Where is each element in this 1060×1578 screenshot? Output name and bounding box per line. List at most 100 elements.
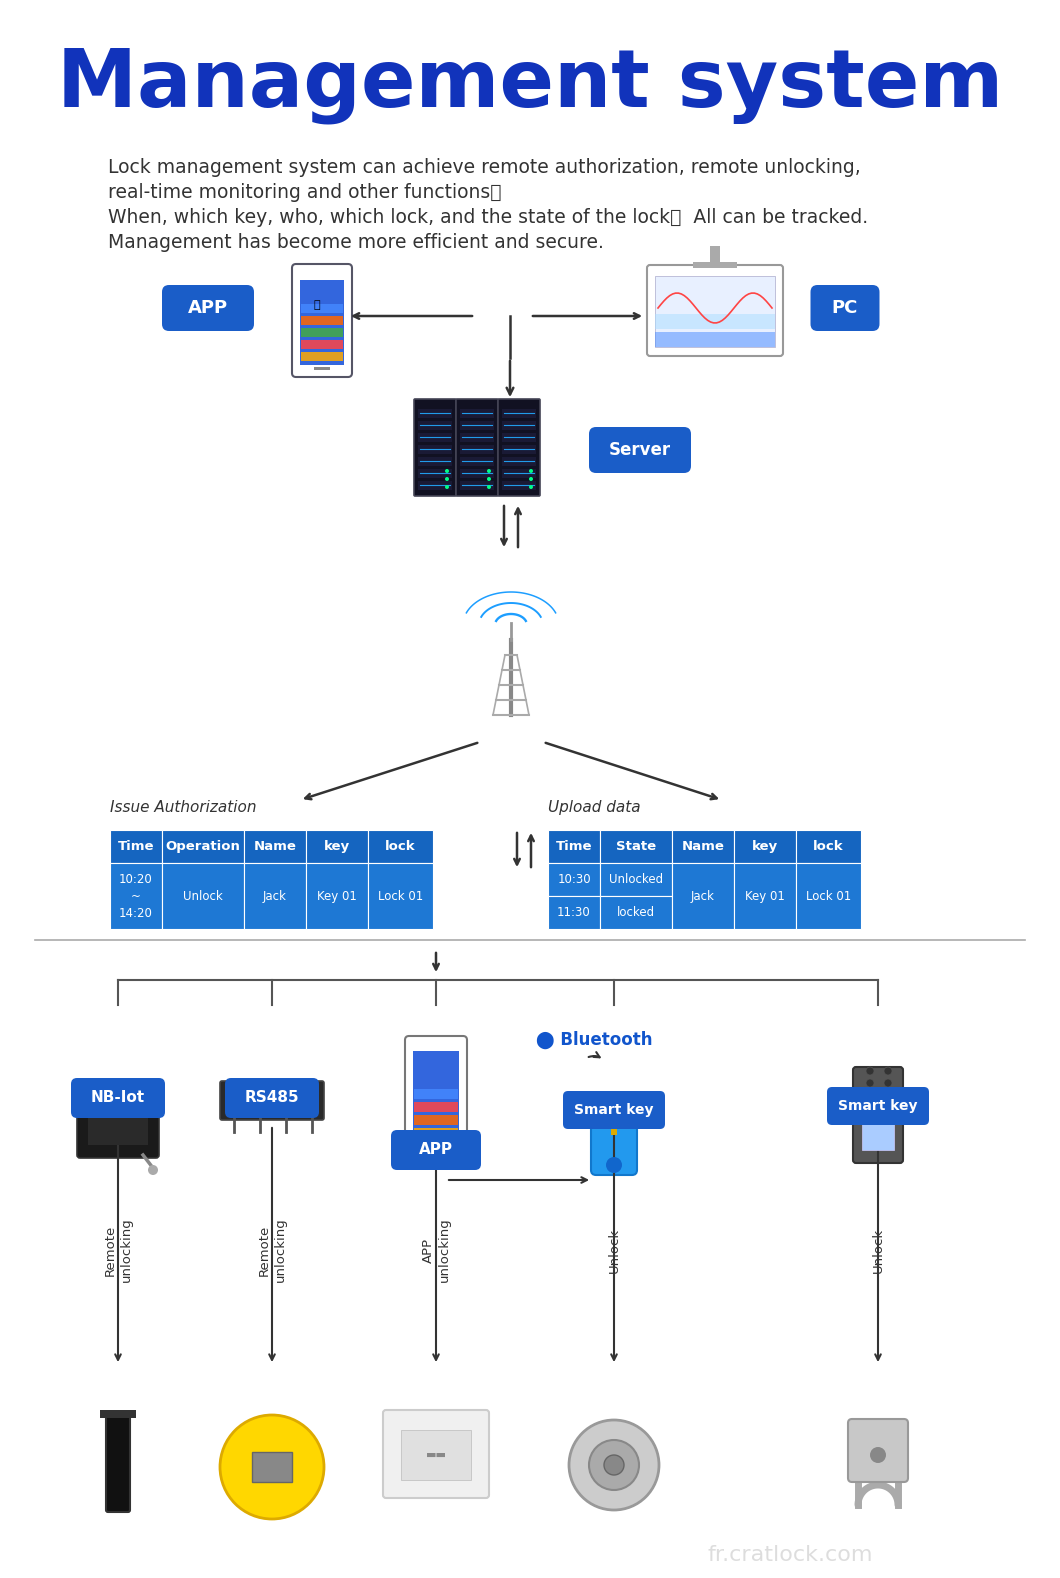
Circle shape bbox=[604, 1455, 624, 1475]
Bar bbox=[611, 1120, 617, 1135]
Text: Operation: Operation bbox=[165, 839, 241, 854]
Text: Lock 01: Lock 01 bbox=[377, 890, 423, 903]
Bar bbox=[655, 276, 775, 347]
Bar bbox=[502, 458, 536, 466]
FancyBboxPatch shape bbox=[405, 1037, 467, 1154]
Text: Unlock: Unlock bbox=[607, 1228, 620, 1272]
Bar bbox=[502, 432, 536, 442]
Text: RS485: RS485 bbox=[245, 1090, 299, 1106]
Circle shape bbox=[569, 1420, 659, 1510]
Circle shape bbox=[589, 1441, 639, 1490]
Bar bbox=[252, 1452, 292, 1482]
Text: NB-Iot: NB-Iot bbox=[91, 1090, 145, 1106]
Circle shape bbox=[445, 469, 449, 473]
Text: When, which key, who, which lock, and the state of the lock，  All can be tracked: When, which key, who, which lock, and th… bbox=[108, 208, 868, 227]
Text: Key 01: Key 01 bbox=[317, 890, 357, 903]
Text: key: key bbox=[752, 839, 778, 854]
Bar bbox=[88, 1090, 148, 1146]
Bar bbox=[110, 830, 162, 863]
Text: Time: Time bbox=[555, 839, 593, 854]
FancyBboxPatch shape bbox=[589, 428, 691, 473]
Bar bbox=[418, 458, 452, 466]
Bar bbox=[301, 305, 343, 312]
Text: State: State bbox=[616, 839, 656, 854]
Bar bbox=[460, 409, 494, 418]
FancyBboxPatch shape bbox=[811, 286, 880, 331]
FancyBboxPatch shape bbox=[563, 1090, 665, 1128]
Bar bbox=[418, 432, 452, 442]
Bar bbox=[502, 481, 536, 491]
Bar bbox=[162, 863, 244, 929]
FancyBboxPatch shape bbox=[106, 1412, 130, 1512]
Bar bbox=[502, 445, 536, 454]
FancyBboxPatch shape bbox=[853, 1067, 903, 1163]
Circle shape bbox=[870, 1447, 886, 1463]
Bar bbox=[502, 409, 536, 418]
FancyBboxPatch shape bbox=[456, 399, 498, 495]
Bar bbox=[460, 469, 494, 478]
Text: Lock 01: Lock 01 bbox=[806, 890, 851, 903]
Circle shape bbox=[866, 1079, 874, 1087]
Text: Name: Name bbox=[682, 839, 724, 854]
Text: ⬤ Bluetooth: ⬤ Bluetooth bbox=[536, 1030, 653, 1049]
Bar bbox=[796, 863, 861, 929]
Bar bbox=[413, 1051, 459, 1142]
Text: Remote
unlocking: Remote unlocking bbox=[258, 1218, 286, 1283]
Circle shape bbox=[487, 477, 491, 481]
Bar bbox=[300, 279, 344, 365]
Bar bbox=[244, 830, 306, 863]
Bar bbox=[460, 432, 494, 442]
Text: Name: Name bbox=[253, 839, 297, 854]
Text: locked: locked bbox=[617, 906, 655, 918]
Bar bbox=[430, 1144, 442, 1147]
Bar bbox=[655, 331, 775, 347]
Bar bbox=[244, 863, 306, 929]
Bar bbox=[460, 445, 494, 454]
Bar bbox=[796, 830, 861, 863]
FancyBboxPatch shape bbox=[220, 1081, 324, 1120]
Bar bbox=[301, 328, 343, 338]
Bar bbox=[672, 863, 734, 929]
Bar bbox=[548, 863, 600, 896]
Text: Lock management system can achieve remote authorization, remote unlocking,: Lock management system can achieve remot… bbox=[108, 158, 861, 177]
Circle shape bbox=[529, 477, 533, 481]
Text: Unlocked: Unlocked bbox=[608, 873, 664, 885]
Bar bbox=[301, 316, 343, 325]
Bar bbox=[368, 863, 432, 929]
FancyBboxPatch shape bbox=[162, 286, 254, 331]
Bar bbox=[110, 863, 162, 929]
Bar bbox=[100, 1411, 136, 1419]
Text: Unlock: Unlock bbox=[871, 1228, 884, 1272]
Circle shape bbox=[445, 477, 449, 481]
Bar bbox=[734, 863, 796, 929]
Bar bbox=[548, 830, 600, 863]
Text: PC: PC bbox=[832, 298, 859, 317]
FancyBboxPatch shape bbox=[414, 399, 456, 495]
Text: Remote
unlocking: Remote unlocking bbox=[104, 1218, 132, 1283]
Bar bbox=[314, 368, 330, 369]
Text: APP: APP bbox=[188, 298, 228, 317]
FancyBboxPatch shape bbox=[383, 1411, 489, 1498]
Bar bbox=[600, 863, 672, 896]
Bar bbox=[301, 352, 343, 361]
Text: Smart key: Smart key bbox=[575, 1103, 654, 1117]
Text: Smart key: Smart key bbox=[838, 1098, 918, 1112]
Bar bbox=[600, 896, 672, 929]
Bar bbox=[418, 409, 452, 418]
Bar bbox=[414, 1089, 458, 1098]
Text: APP
unlocking: APP unlocking bbox=[422, 1218, 450, 1283]
Text: lock: lock bbox=[813, 839, 844, 854]
Bar bbox=[368, 830, 432, 863]
Circle shape bbox=[866, 1090, 874, 1098]
Bar bbox=[502, 469, 536, 478]
Text: fr.cratlock.com: fr.cratlock.com bbox=[707, 1545, 872, 1565]
Bar bbox=[734, 830, 796, 863]
Circle shape bbox=[445, 484, 449, 489]
Bar bbox=[600, 830, 672, 863]
Text: Management system: Management system bbox=[57, 46, 1003, 125]
Text: 10:30: 10:30 bbox=[558, 873, 590, 885]
Circle shape bbox=[148, 1165, 158, 1176]
Bar bbox=[710, 246, 720, 264]
Bar bbox=[418, 445, 452, 454]
Text: real-time monitoring and other functions。: real-time monitoring and other functions… bbox=[108, 183, 501, 202]
